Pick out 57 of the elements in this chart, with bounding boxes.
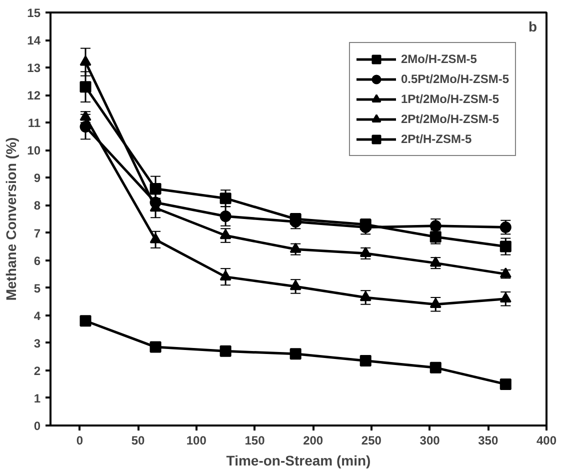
point (430, 256, 442, 267)
point (220, 192, 232, 204)
y-tick-label: 15 (27, 6, 41, 20)
legend-label: 0.5Pt/2Mo/H-ZSM-5 (400, 72, 509, 86)
x-tick-label: 350 (478, 434, 498, 448)
y-tick-label: 6 (34, 254, 41, 268)
y-tick-label: 11 (28, 116, 41, 130)
point (290, 280, 302, 290)
legend-label: 2Pt/H-ZSM-5 (400, 132, 472, 146)
x-tick-label: 50 (131, 434, 146, 448)
x-tick-label: 100 (186, 434, 207, 448)
point (150, 182, 162, 194)
y-tick-label: 1 (34, 391, 41, 406)
x-tick-label: 0 (76, 434, 84, 448)
y-tick-label: 2 (34, 364, 41, 378)
point (430, 298, 442, 308)
point (500, 292, 512, 302)
point (500, 378, 512, 390)
point (360, 355, 372, 367)
point (220, 210, 232, 222)
y-tick-label: 4 (34, 308, 41, 323)
point (500, 240, 512, 252)
x-tick-label: 200 (303, 434, 324, 448)
point (80, 81, 92, 93)
point (80, 315, 92, 327)
x-axis-title: Time-on-Stream (min) (226, 452, 371, 468)
y-tick-label: 8 (34, 198, 41, 213)
y-tick-label: 14 (27, 34, 41, 48)
y-tick-label: 0 (34, 419, 41, 433)
point (220, 228, 232, 240)
legend-label: 2Mo/H-ZSM-5 (400, 52, 477, 66)
y-tick-label: 13 (27, 61, 41, 76)
y-tick-label: 5 (34, 281, 41, 296)
point (360, 290, 372, 302)
y-tick-label: 3 (34, 336, 41, 350)
point (150, 233, 162, 244)
x-tick-label: 400 (536, 434, 557, 448)
y-tick-label: 7 (34, 226, 41, 240)
x-tick-label: 250 (361, 434, 382, 448)
y-tick-label: 9 (34, 171, 41, 186)
point (290, 242, 302, 253)
annotation: b (528, 18, 538, 34)
point (80, 121, 92, 133)
legend-label: 1Pt/2Mo/H-ZSM-5 (400, 92, 499, 106)
x-tick-label: 300 (420, 434, 440, 448)
y-tick-label: 12 (27, 88, 41, 103)
y-tick-label: 10 (27, 144, 41, 158)
x-tick-label: 150 (244, 434, 266, 448)
point (220, 270, 232, 280)
point (80, 56, 92, 66)
point (220, 345, 232, 357)
y-axis-title: Methane Conversion (%) (3, 137, 20, 301)
point (430, 362, 442, 374)
point (290, 348, 302, 360)
point (150, 341, 162, 353)
point (360, 246, 372, 258)
legend-label: 2Pt/2Mo/H-ZSM-5 (400, 112, 499, 126)
